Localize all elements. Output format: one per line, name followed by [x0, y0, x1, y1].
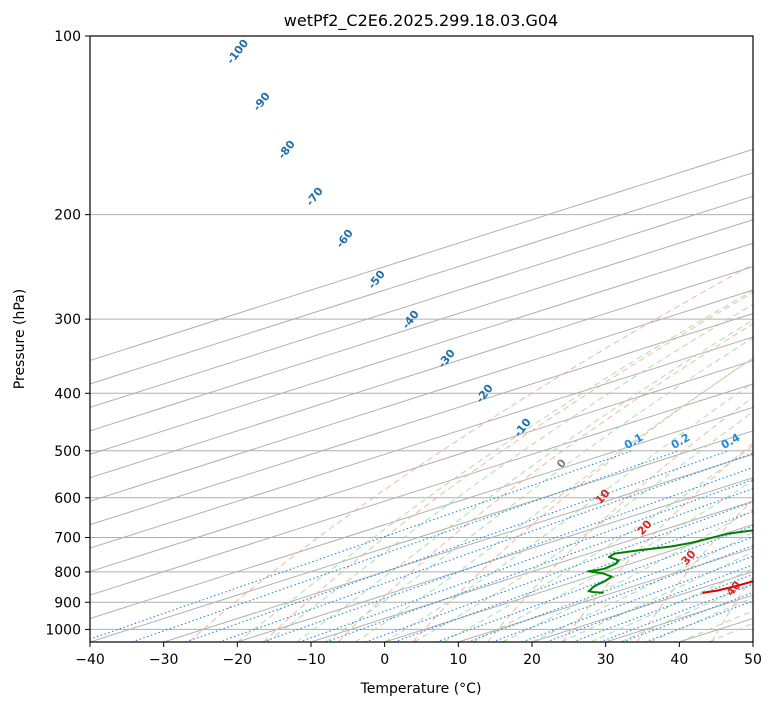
dry-adiabat-label: -80	[275, 138, 298, 162]
temperature-profile-line	[702, 580, 753, 594]
isotherm-line	[237, 477, 753, 642]
plot-frame	[89, 35, 754, 643]
x-tick-label: −40	[75, 652, 105, 668]
x-tick-label: 10	[449, 652, 467, 668]
mixing-ratio-line	[325, 487, 753, 642]
moist-adiabat-line	[472, 479, 753, 642]
isotherm-line	[90, 172, 753, 385]
mixing-ratio-line	[546, 564, 753, 642]
isotherm-line	[90, 406, 753, 620]
mixing-ratio-line	[185, 450, 729, 642]
isotherm-line	[90, 242, 753, 455]
dry-adiabat-label: -90	[250, 90, 273, 114]
dry-adiabat-line	[561, 442, 753, 642]
y-tick-label: 500	[54, 444, 81, 460]
background-lines	[90, 36, 753, 642]
dry-adiabat-line	[337, 322, 753, 642]
mixing-ratio-line	[365, 501, 753, 642]
y-tick-label: 100	[54, 29, 81, 45]
moist-adiabat-line	[708, 622, 753, 642]
y-tick-label: 1000	[45, 622, 81, 638]
mixing-ratio-line	[262, 466, 753, 642]
y-tick-label: 900	[54, 595, 81, 611]
moist-adiabat-line	[296, 319, 753, 642]
moist-adiabat-line	[531, 531, 753, 642]
y-tick-label: 800	[54, 565, 81, 581]
moist-adiabat-line	[590, 567, 753, 642]
x-tick-label: −20	[223, 652, 253, 668]
x-axis-label: Temperature (°C)	[360, 681, 482, 697]
x-tick-label: 50	[744, 652, 762, 668]
mixing-ratio-label: 0.2	[669, 431, 692, 452]
isotherm-label: 10	[593, 486, 613, 506]
dewpoint-profile-line	[587, 529, 753, 594]
y-tick-label: 400	[54, 386, 81, 402]
moist-adiabat-line	[384, 382, 753, 642]
dry-adiabat-line	[188, 263, 753, 642]
mixing-ratio-line	[436, 525, 753, 642]
moist-adiabat-line	[679, 610, 753, 642]
isotherm-line	[90, 148, 753, 361]
y-axis-label: Pressure (hPa)	[12, 289, 28, 389]
isotherm-line	[752, 641, 753, 642]
moist-adiabat-line	[325, 337, 753, 642]
isotherm-label: 20	[635, 517, 655, 537]
chart-title: wetPf2_C2E6.2025.299.18.03.G04	[284, 11, 558, 31]
dry-adiabat-label: -70	[303, 185, 326, 209]
isotherm-line	[679, 618, 753, 642]
mixing-ratio-line	[521, 555, 753, 642]
moist-adiabat-line	[413, 411, 753, 642]
mixing-ratio-line	[467, 536, 753, 642]
moist-adiabat-line	[620, 583, 753, 642]
x-tick-label: 40	[670, 652, 688, 668]
isotherm-line	[90, 195, 753, 408]
dry-adiabat-line	[412, 357, 753, 642]
isotherm-line	[163, 453, 753, 642]
y-tick-label: 600	[54, 491, 81, 507]
isotherm-line	[310, 500, 753, 642]
mixing-ratio-line	[394, 511, 753, 642]
dry-adiabat-line	[636, 499, 753, 642]
mixing-ratio-line	[492, 545, 753, 642]
mixing-ratio-line	[218, 452, 753, 642]
mixing-ratio-line	[131, 450, 679, 642]
moist-adiabat-line	[266, 303, 753, 642]
y-tick-label: 200	[54, 208, 81, 224]
isotherm-line	[90, 383, 753, 596]
mixing-ratio-label: 0.1	[622, 431, 645, 452]
x-tick-label: 20	[523, 652, 541, 668]
isotherm-line	[90, 266, 753, 479]
isotherm-line	[90, 289, 753, 502]
x-tick-label: 0	[380, 652, 389, 668]
dry-adiabat-line	[263, 291, 753, 642]
moist-adiabat-line	[443, 445, 753, 642]
isotherm-line	[90, 313, 753, 526]
line-labels: -100-90-80-70-60-50-40-30-20-100.1 0.2 0.4…	[224, 37, 744, 599]
isotherm-label: 30	[679, 547, 699, 567]
x-tick-label: 30	[597, 652, 615, 668]
x-tick-label: −10	[296, 652, 326, 668]
profile-lines	[587, 529, 753, 594]
moist-adiabat-line	[236, 289, 753, 642]
dry-adiabat-label: -100	[224, 37, 251, 67]
isotherm-line	[531, 571, 753, 642]
x-tick-label: −30	[149, 652, 179, 668]
isotherm-line	[90, 336, 753, 549]
isotherm-line	[90, 219, 753, 432]
axes: −40 −30 −20 −10 0 10 20 30 40 5010020030040050060…	[45, 29, 762, 668]
isotherm-line	[90, 430, 753, 642]
y-tick-label: 700	[54, 531, 81, 547]
dry-adiabat-label: -60	[333, 227, 356, 251]
isotherm-line	[90, 359, 753, 573]
dry-adiabat-line	[487, 396, 753, 642]
dry-adiabat-label: -40	[399, 308, 422, 332]
moist-adiabat-line	[502, 508, 753, 642]
isotherm-label: 0	[554, 456, 569, 471]
y-tick-label: 300	[54, 312, 81, 328]
